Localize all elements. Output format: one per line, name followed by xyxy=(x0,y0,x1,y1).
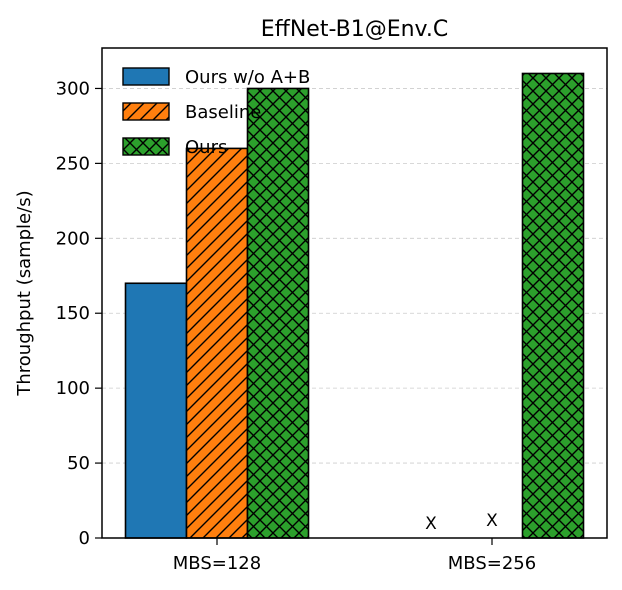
legend-swatch-hatch xyxy=(123,103,169,120)
y-tick-label: 200 xyxy=(56,228,90,249)
y-tick-label: 100 xyxy=(56,378,90,399)
y-tick-label: 150 xyxy=(56,303,90,324)
legend-swatch-outline xyxy=(122,137,170,156)
axes: 0 50 100 150 200 250 300 MBS=128 MBS=256 xyxy=(56,78,537,574)
legend: Ours w/o A+B Baseline Ours xyxy=(122,67,310,158)
y-tick-label: 0 xyxy=(79,528,90,549)
y-tick-label: 50 xyxy=(67,453,90,474)
y-tick-label: 300 xyxy=(56,78,90,99)
legend-swatch-outline xyxy=(122,67,170,86)
bar xyxy=(125,283,187,538)
legend-label: Ours xyxy=(185,137,227,158)
bar-hatch xyxy=(186,148,248,538)
y-tick-label: 250 xyxy=(56,153,90,174)
legend-swatch-hatch xyxy=(123,138,169,155)
missing-marker: X xyxy=(425,514,437,534)
legend-label: Ours w/o A+B xyxy=(185,67,310,88)
bar-hatch xyxy=(247,88,309,539)
legend-swatch xyxy=(123,68,169,85)
chart-title: EffNet-B1@Env.C xyxy=(261,17,448,42)
x-tick-label: MBS=256 xyxy=(448,553,536,574)
missing-marker: X xyxy=(486,511,498,531)
legend-label: Baseline xyxy=(185,102,261,123)
y-axis-title: Throughput (sample/s) xyxy=(14,190,35,396)
plot-frame xyxy=(101,47,608,539)
legend-swatch-outline xyxy=(122,102,170,121)
bar-hatch xyxy=(522,73,584,539)
x-tick-label: MBS=128 xyxy=(173,553,261,574)
